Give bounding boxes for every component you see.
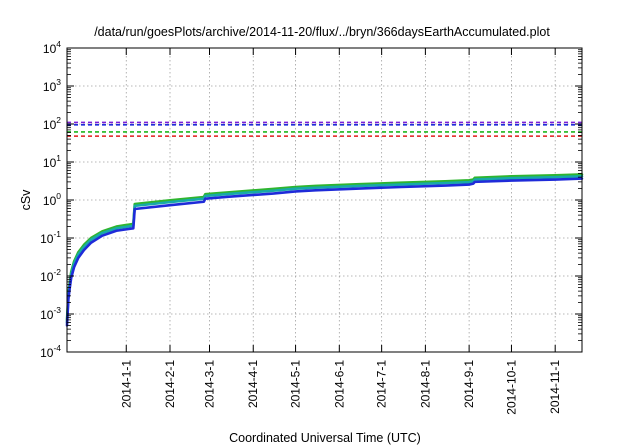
y-tick-base: 10: [43, 42, 57, 56]
x-tick-label: 2014-2-1: [163, 360, 177, 408]
y-tick-label: 10-1: [40, 229, 61, 246]
y-tick-exponent: 3: [56, 77, 61, 87]
y-tick-base: 10: [40, 308, 54, 322]
y-tick-base: 10: [40, 346, 54, 360]
series-line: [65, 177, 584, 327]
y-tick-base: 10: [43, 156, 57, 170]
axis-ticks: [67, 47, 582, 353]
y-tick-label: 10-3: [40, 305, 61, 322]
y-tick-exponent: 4: [56, 39, 61, 49]
x-tick-labels: 2014-1-1 2014-2-1 2014-3-1 2014-4-1 2014-5-1…: [119, 360, 562, 415]
series-line: [65, 173, 584, 322]
y-tick-exponent: -4: [53, 343, 61, 353]
x-tick-label: 2014-5-1: [289, 360, 303, 408]
y-tick-label: 103: [43, 77, 61, 94]
y-tick-exponent: 1: [56, 153, 61, 163]
x-tick-label: 2014-1-1: [119, 360, 133, 408]
series-line: [65, 175, 584, 324]
x-tick-label: 2014-8-1: [418, 360, 432, 408]
y-tick-label: 10-2: [40, 267, 61, 284]
grid-lines: [67, 48, 582, 352]
y-tick-base: 10: [40, 232, 54, 246]
x-tick-label: 2014-4-1: [246, 360, 260, 408]
y-axis-label: cSv: [19, 189, 33, 211]
x-tick-label: 2014-3-1: [203, 360, 217, 408]
y-tick-exponent: -3: [53, 305, 61, 315]
y-tick-label: 10-4: [40, 343, 61, 360]
x-tick-label: 2014-11-1: [548, 360, 562, 414]
x-tick-label: 2014-7-1: [375, 360, 389, 408]
y-tick-base: 10: [43, 80, 57, 94]
y-tick-exponent: 0: [56, 191, 61, 201]
y-tick-label: 102: [43, 115, 61, 132]
x-tick-label: 2014-10-1: [504, 360, 518, 415]
y-tick-base: 10: [40, 270, 54, 284]
y-tick-base: 10: [43, 194, 57, 208]
chart-title: /data/run/goesPlots/archive/2014-11-20/f…: [94, 25, 550, 39]
y-tick-label: 101: [43, 153, 61, 170]
x-tick-label: 2014-6-1: [332, 360, 346, 408]
y-tick-label: 100: [43, 191, 61, 208]
reference-lines: [67, 121, 582, 137]
data-series: [65, 173, 584, 327]
y-tick-base: 10: [43, 118, 57, 132]
y-tick-label: 104: [43, 39, 61, 56]
y-tick-exponent: -1: [53, 229, 61, 239]
y-tick-exponent: 2: [56, 115, 61, 125]
y-tick-exponent: -2: [53, 267, 61, 277]
x-tick-label: 2014-9-1: [462, 360, 476, 408]
x-axis-label: Coordinated Universal Time (UTC): [229, 431, 421, 445]
